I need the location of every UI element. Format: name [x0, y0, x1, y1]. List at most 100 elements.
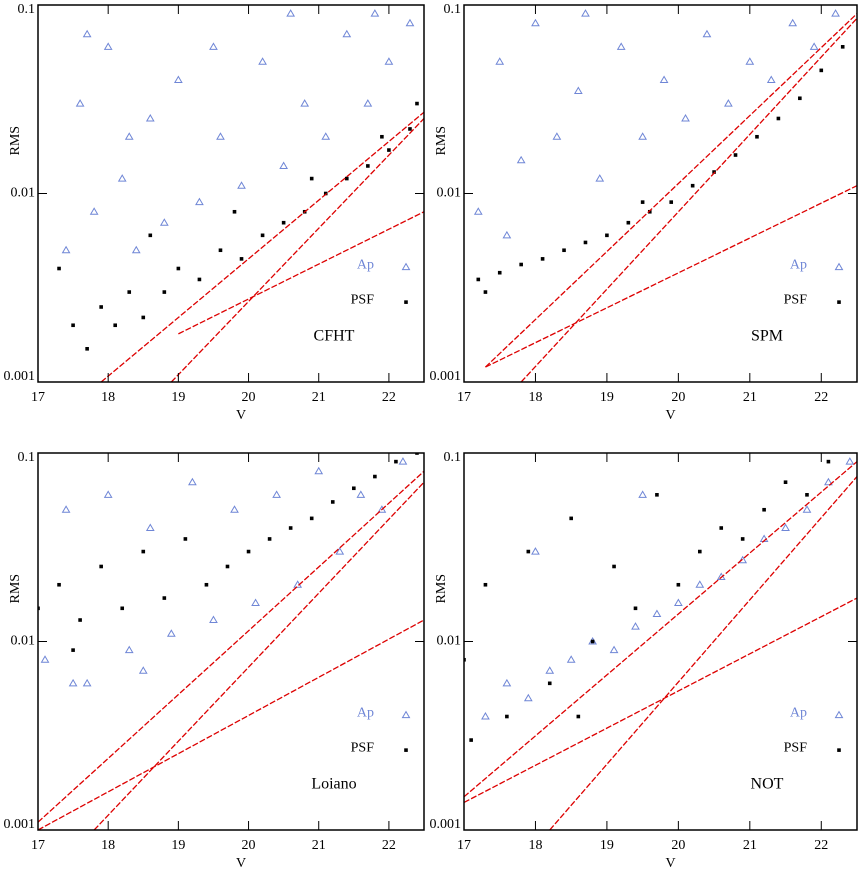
- ap-point: [695, 580, 705, 588]
- psf-point: [640, 200, 645, 204]
- model-line: [38, 470, 424, 823]
- psf-point: [99, 305, 103, 309]
- psf-point: [733, 153, 738, 157]
- ap-point: [638, 132, 648, 140]
- y-tick-label: 0.01: [11, 186, 36, 201]
- model-line: [178, 211, 424, 335]
- psf-point: [85, 347, 89, 351]
- panel: 17 18 19 20 21 22 0.001 0.01 0.1 V RMS Ap PSF SPM: [430, 2, 858, 423]
- ap-point: [523, 693, 533, 702]
- psf-point: [309, 516, 314, 521]
- legend-marker: [837, 748, 841, 752]
- x-tick-label: 19: [171, 390, 185, 405]
- psf-point: [676, 582, 681, 587]
- ap-point: [845, 457, 855, 465]
- legend-label: Ap: [790, 257, 807, 272]
- psf-point: [755, 134, 759, 139]
- ap-point: [552, 132, 562, 140]
- y-tick-label: 0.01: [437, 186, 462, 201]
- ap-point: [342, 29, 352, 38]
- psf-point: [740, 537, 745, 541]
- ap-point: [279, 161, 289, 169]
- legend-marker: [404, 300, 408, 304]
- psf-point: [38, 606, 40, 611]
- x-tick-label: 21: [743, 390, 757, 405]
- frame: [37, 452, 425, 831]
- psf-point: [162, 290, 167, 294]
- ap-point: [370, 9, 380, 17]
- psf-point: [267, 537, 272, 541]
- ap-point: [766, 75, 776, 84]
- panel-label: NOT: [751, 775, 784, 792]
- ap-point: [286, 9, 296, 17]
- psf-point: [78, 618, 82, 622]
- psf-point: [57, 266, 61, 271]
- psf-point: [519, 262, 523, 267]
- ap-point: [145, 113, 155, 122]
- frame: [463, 4, 858, 383]
- ap-point: [809, 42, 819, 50]
- ap-point: [117, 174, 127, 182]
- model-line: [170, 118, 424, 382]
- x-tick-label: 17: [457, 390, 471, 405]
- psf-point: [776, 116, 781, 121]
- psf-point: [497, 270, 502, 275]
- model-line: [549, 476, 857, 830]
- panel-label: SPM: [751, 327, 783, 344]
- ap-point: [356, 490, 366, 498]
- plot-area: [473, 9, 857, 382]
- ap-point: [314, 466, 324, 475]
- ap-point: [609, 645, 619, 654]
- psf-point: [655, 493, 659, 497]
- legend-label: PSF: [784, 292, 808, 307]
- y-tick-label: 0.001: [430, 369, 462, 384]
- ap-point: [40, 655, 50, 663]
- y-axis-label: RMS: [434, 574, 449, 604]
- x-tick-label: 20: [242, 390, 256, 405]
- ap-point: [335, 547, 345, 555]
- psf-point: [540, 257, 545, 261]
- x-tick-label: 19: [171, 838, 185, 853]
- ap-point: [831, 9, 840, 17]
- legend-label: Ap: [357, 257, 374, 272]
- psf-point: [698, 549, 702, 554]
- x-tick-label: 18: [101, 838, 115, 853]
- x-tick-label: 22: [382, 838, 396, 853]
- psf-point: [288, 526, 293, 530]
- ap-point: [681, 113, 690, 122]
- model-line: [38, 619, 424, 830]
- ap-point: [195, 197, 204, 206]
- plot-area: [464, 457, 857, 830]
- x-tick-label: 17: [31, 390, 45, 405]
- x-tick-label: 21: [743, 838, 757, 853]
- ap-point: [251, 598, 260, 607]
- psf-point: [798, 96, 802, 101]
- ap-point: [272, 490, 281, 498]
- psf-point: [612, 564, 616, 569]
- ap-point: [89, 207, 99, 215]
- ap-point: [131, 245, 141, 254]
- y-tick-label: 0.001: [4, 817, 36, 832]
- psf-point: [352, 486, 356, 491]
- psf-point: [408, 127, 412, 131]
- psf-point: [373, 474, 377, 479]
- psf-point: [113, 323, 117, 328]
- psf-point: [197, 277, 202, 282]
- ap-point: [716, 572, 726, 580]
- ap-point: [159, 218, 169, 226]
- ap-point: [824, 477, 833, 486]
- psf-point: [826, 459, 831, 464]
- ap-point: [652, 609, 662, 617]
- ap-point: [745, 57, 755, 65]
- ap-point: [377, 505, 387, 513]
- psf-point: [380, 134, 384, 139]
- legend-marker: [401, 262, 411, 271]
- ap-point: [659, 75, 669, 84]
- y-tick-label: 0.001: [430, 817, 462, 832]
- ap-point: [61, 245, 71, 254]
- plot-area: [57, 9, 424, 382]
- ap-point: [363, 99, 373, 107]
- legend-label: Ap: [790, 705, 807, 720]
- ap-point: [398, 457, 408, 465]
- psf-point: [309, 176, 314, 181]
